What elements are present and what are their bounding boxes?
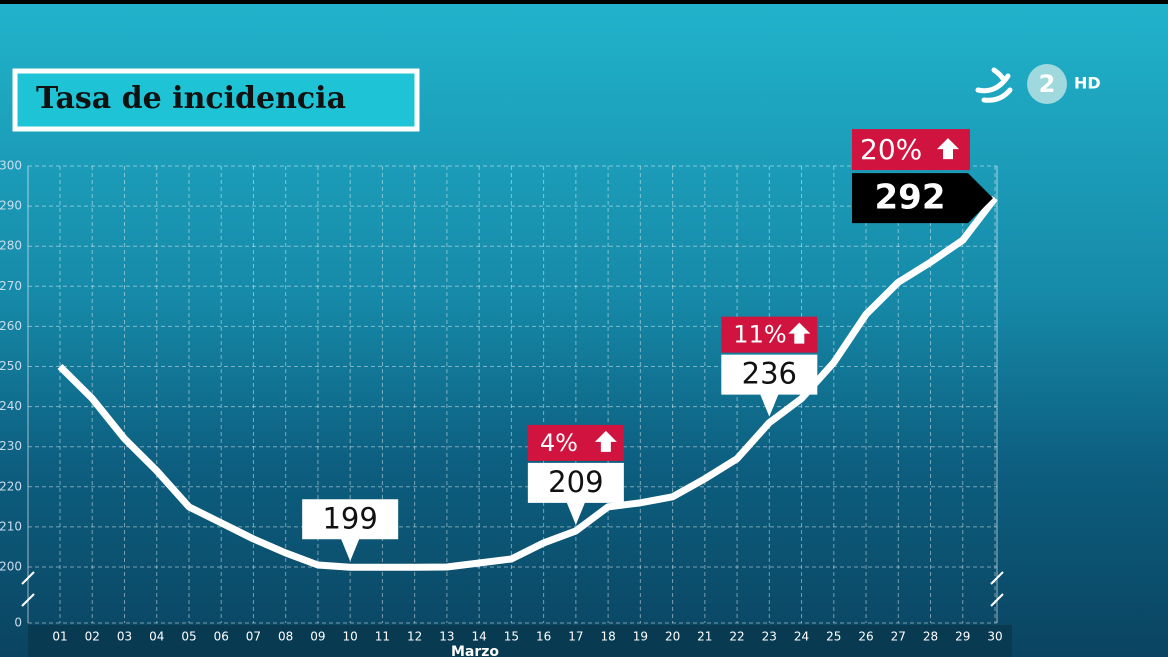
logo-quality: HD xyxy=(1074,74,1101,93)
value-box xyxy=(721,354,818,417)
x-tick-label: 14 xyxy=(471,630,486,644)
y-tick-label: 280 xyxy=(0,239,22,253)
change-label: 11% xyxy=(733,321,786,349)
x-tick-label: 01 xyxy=(52,630,67,644)
axis-break xyxy=(990,571,1004,585)
axis-break xyxy=(21,571,35,585)
logo-channel: 2 xyxy=(1039,70,1056,98)
value-label: 209 xyxy=(548,465,603,499)
x-tick-label: 15 xyxy=(504,630,519,644)
value-label: 292 xyxy=(875,178,946,218)
x-tick-label: 04 xyxy=(149,630,164,644)
title-box xyxy=(12,68,420,132)
change-label: 20% xyxy=(860,133,922,166)
axis-break xyxy=(21,593,35,607)
y-tick-label: 240 xyxy=(0,399,22,413)
x-tick-label: 11 xyxy=(375,630,390,644)
x-tick-label: 17 xyxy=(568,630,583,644)
value-box xyxy=(302,499,399,562)
x-tick-label: 20 xyxy=(665,630,680,644)
x-tick-label: 07 xyxy=(246,630,261,644)
y-tick-label: 230 xyxy=(0,439,22,453)
x-tick-label: 10 xyxy=(343,630,358,644)
x-tick-label: 28 xyxy=(923,630,938,644)
x-tick-label: 16 xyxy=(536,630,551,644)
x-tick-label: 08 xyxy=(278,630,293,644)
annotation: 199 xyxy=(302,499,399,562)
y-tick-label: 290 xyxy=(0,199,22,213)
value-label: 199 xyxy=(322,501,377,535)
x-tick-label: 18 xyxy=(600,630,615,644)
y-tick-label: 300 xyxy=(0,159,22,173)
up-arrow xyxy=(788,322,811,344)
x-tick-label: 26 xyxy=(858,630,873,644)
y-tick-label: 210 xyxy=(0,519,22,533)
logo: 2 HD xyxy=(975,64,1101,104)
x-tick-label: 13 xyxy=(439,630,454,644)
y-tick-label: 250 xyxy=(0,359,22,373)
x-tick-label: 06 xyxy=(214,630,229,644)
value-label: 236 xyxy=(742,357,797,391)
y-tick-label: 220 xyxy=(0,479,22,493)
x-axis-band xyxy=(28,625,1012,657)
x-tick-label: 05 xyxy=(181,630,196,644)
y-tick-label: 270 xyxy=(0,279,22,293)
x-tick-label: 29 xyxy=(955,630,970,644)
value-box xyxy=(527,462,624,525)
y-tick-label: 200 xyxy=(0,560,22,574)
x-tick-label: 21 xyxy=(697,630,712,644)
logo-circle xyxy=(1027,64,1067,104)
x-tick-label: 19 xyxy=(633,630,648,644)
change-label: 4% xyxy=(540,429,578,457)
x-tick-label: 27 xyxy=(891,630,906,644)
x-tick-label: 03 xyxy=(117,630,132,644)
x-tick-label: 22 xyxy=(729,630,744,644)
x-tick-label: 12 xyxy=(407,630,422,644)
y-tick-label: 260 xyxy=(0,319,22,333)
x-tick-label: 09 xyxy=(310,630,325,644)
x-tick-label: 02 xyxy=(85,630,100,644)
x-tick-label: 30 xyxy=(987,630,1002,644)
x-tick-label: 23 xyxy=(762,630,777,644)
up-arrow xyxy=(594,430,617,452)
up-arrow xyxy=(937,138,959,160)
logo-mark xyxy=(975,67,1013,103)
title: Tasa de incidencia xyxy=(36,81,346,116)
value-box xyxy=(852,173,993,224)
x-tick-label: 25 xyxy=(826,630,841,644)
axis-break xyxy=(990,593,1004,607)
x-axis-label: Marzo xyxy=(451,644,499,657)
x-tick-label: 24 xyxy=(794,630,809,644)
y-tick-label: 0 xyxy=(14,616,22,630)
line xyxy=(57,195,998,571)
